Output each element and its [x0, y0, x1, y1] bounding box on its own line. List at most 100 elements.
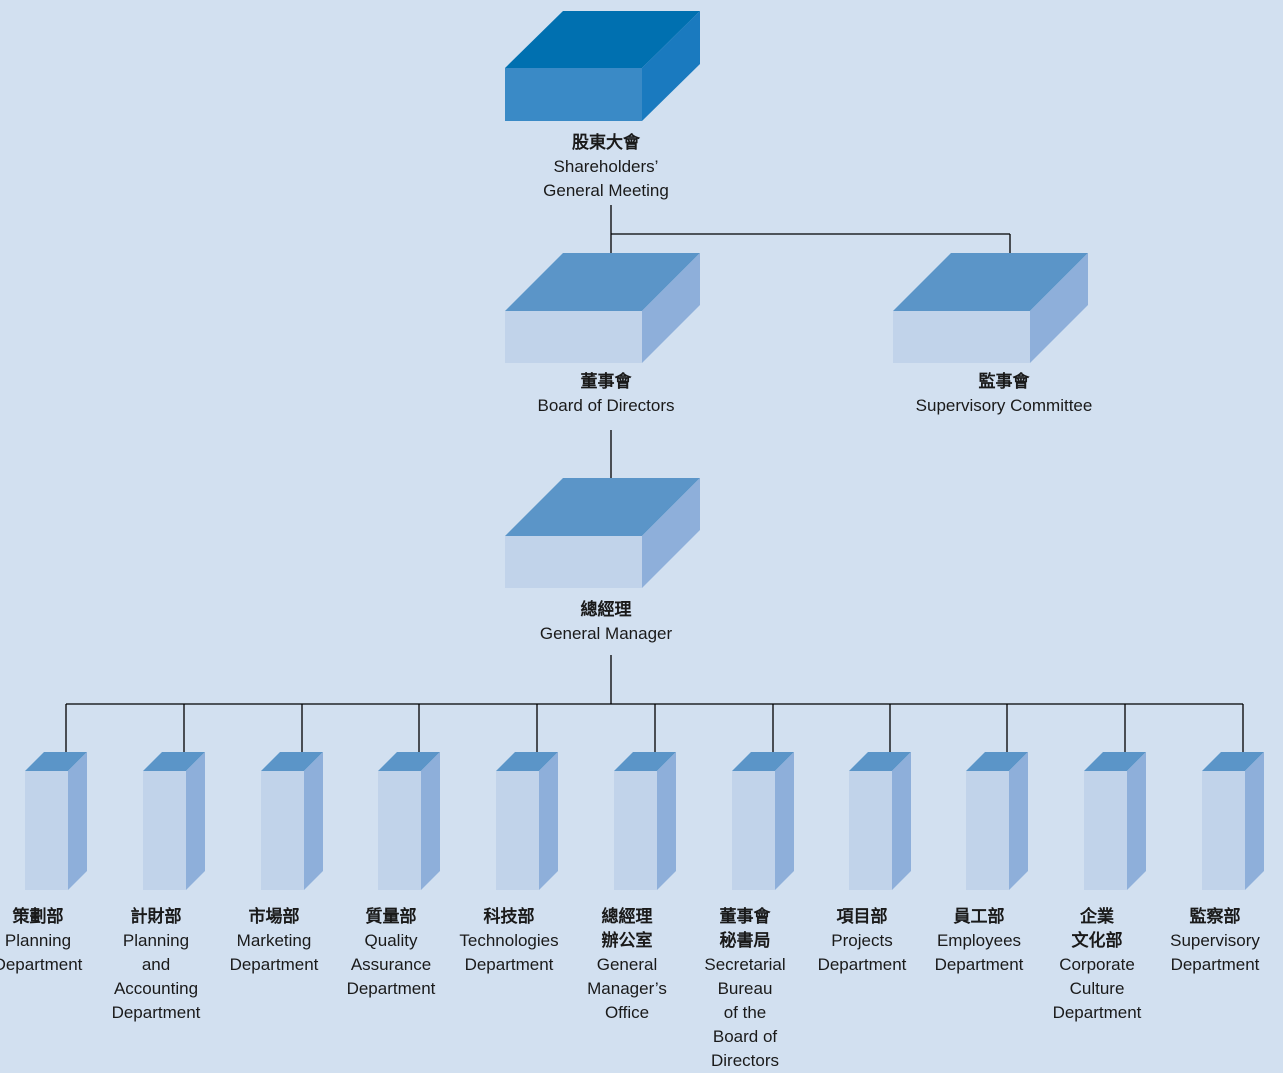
box-front-face [261, 771, 304, 890]
box-side-face [186, 752, 205, 890]
department-name-en: Planning and Accounting Department [111, 931, 201, 1022]
department-name-en: Supervisory Department [1170, 931, 1260, 974]
supervisory-committee-label-en: Supervisory Committee [915, 396, 1093, 415]
box-top-face [261, 752, 323, 771]
board-box [505, 253, 700, 363]
department-name-zh: 企業 文化部 [1071, 907, 1123, 951]
box-top-face [505, 478, 700, 536]
connector-lines [65, 205, 1244, 752]
box-side-face [421, 752, 440, 890]
department-box [966, 752, 1028, 890]
box-front-face [1202, 771, 1245, 890]
department-name-en: Projects Department [817, 931, 907, 974]
supervisory-committee-label-zh: 監事會 [978, 372, 1030, 392]
box-side-face [892, 752, 911, 890]
department-box [25, 752, 87, 890]
general-manager-label-en: General Manager [539, 624, 673, 643]
board-label-zh: 董事會 [580, 372, 632, 392]
department-name-zh: 質量部 [365, 907, 417, 927]
department-label-planning: 策劃部 Planning Department [0, 905, 96, 977]
general-manager-label-zh: 總經理 [580, 600, 632, 620]
box-top-face [496, 752, 558, 771]
department-label-employees: 員工部 Employees Department [921, 905, 1037, 977]
department-name-en: Technologies Department [459, 931, 559, 974]
box-front-face [505, 536, 642, 588]
shareholders-box [505, 11, 700, 121]
general-manager-label: 總經理 General Manager [486, 598, 726, 646]
department-name-zh: 總經理 辦公室 [601, 907, 653, 951]
department-label-secretarial-bureau: 董事會 秘書局 Secretarial Bureau of the Board … [687, 905, 803, 1073]
box-top-face [893, 253, 1088, 311]
box-top-face [505, 253, 700, 311]
department-name-en: Quality Assurance Department [346, 931, 436, 998]
box-top-face [614, 752, 676, 771]
box-front-face [732, 771, 775, 890]
department-label-quality-assurance: 質量部 Quality Assurance Department [333, 905, 449, 1001]
box-top-face [378, 752, 440, 771]
box-front-face [966, 771, 1009, 890]
box-front-face [143, 771, 186, 890]
box-side-face [657, 752, 676, 890]
department-name-en: Employees Department [934, 931, 1024, 974]
shareholders-label: 股東大會 Shareholders’ General Meeting [506, 131, 706, 203]
department-name-zh: 策劃部 [12, 907, 64, 927]
department-name-zh: 董事會 秘書局 [719, 907, 771, 951]
box-top-face [732, 752, 794, 771]
department-label-technologies: 科技部 Technologies Department [451, 905, 567, 977]
shareholders-label-en: Shareholders’ General Meeting [543, 157, 669, 200]
box-top-face [505, 11, 700, 68]
department-name-zh: 項目部 [836, 907, 888, 927]
box-front-face [893, 311, 1030, 363]
box-side-face [775, 752, 794, 890]
box-top-face [1084, 752, 1146, 771]
box-top-face [25, 752, 87, 771]
box-top-face [143, 752, 205, 771]
box-side-face [642, 253, 700, 363]
department-name-en: General Manager’s Office [587, 955, 667, 1022]
board-label-en: Board of Directors [537, 396, 675, 415]
box-side-face [1030, 253, 1088, 363]
box-front-face [496, 771, 539, 890]
department-name-zh: 監察部 [1189, 907, 1241, 927]
department-name-zh: 市場部 [248, 907, 300, 927]
board-label: 董事會 Board of Directors [486, 370, 726, 418]
department-label-projects: 項目部 Projects Department [804, 905, 920, 977]
box-front-face [849, 771, 892, 890]
box-side-face [642, 11, 700, 121]
supervisory-committee-label: 監事會 Supervisory Committee [874, 370, 1134, 418]
box-top-face [966, 752, 1028, 771]
box-side-face [1245, 752, 1264, 890]
shareholders-label-zh: 股東大會 [572, 133, 640, 153]
department-box [378, 752, 440, 890]
department-box [849, 752, 911, 890]
department-name-en: Marketing Department [229, 931, 319, 974]
department-box [1202, 752, 1264, 890]
box-side-face [539, 752, 558, 890]
department-name-en: Planning Department [0, 931, 83, 974]
department-label-corporate-culture: 企業 文化部 Corporate Culture Department [1039, 905, 1155, 1025]
department-label-marketing: 市場部 Marketing Department [216, 905, 332, 977]
department-name-zh: 員工部 [953, 907, 1005, 927]
department-name-zh: 計財部 [130, 907, 182, 927]
box-top-face [1202, 752, 1264, 771]
department-label-planning-accounting: 計財部 Planning and Accounting Department [98, 905, 214, 1025]
box-side-face [304, 752, 323, 890]
box-side-face [642, 478, 700, 588]
box-side-face [68, 752, 87, 890]
department-box [1084, 752, 1146, 890]
department-box [614, 752, 676, 890]
box-front-face [614, 771, 657, 890]
box-top-face [849, 752, 911, 771]
department-name-en: Corporate Culture Department [1052, 955, 1142, 1022]
department-label-gm-office: 總經理 辦公室 General Manager’s Office [569, 905, 685, 1025]
box-side-face [1009, 752, 1028, 890]
supervisory-committee-box [893, 253, 1088, 363]
department-name-zh: 科技部 [483, 907, 535, 927]
department-name-en: Secretarial Bureau of the Board of Direc… [704, 955, 786, 1070]
box-front-face [25, 771, 68, 890]
box-front-face [505, 311, 642, 363]
box-front-face [378, 771, 421, 890]
department-box [732, 752, 794, 890]
box-front-face [505, 68, 642, 121]
